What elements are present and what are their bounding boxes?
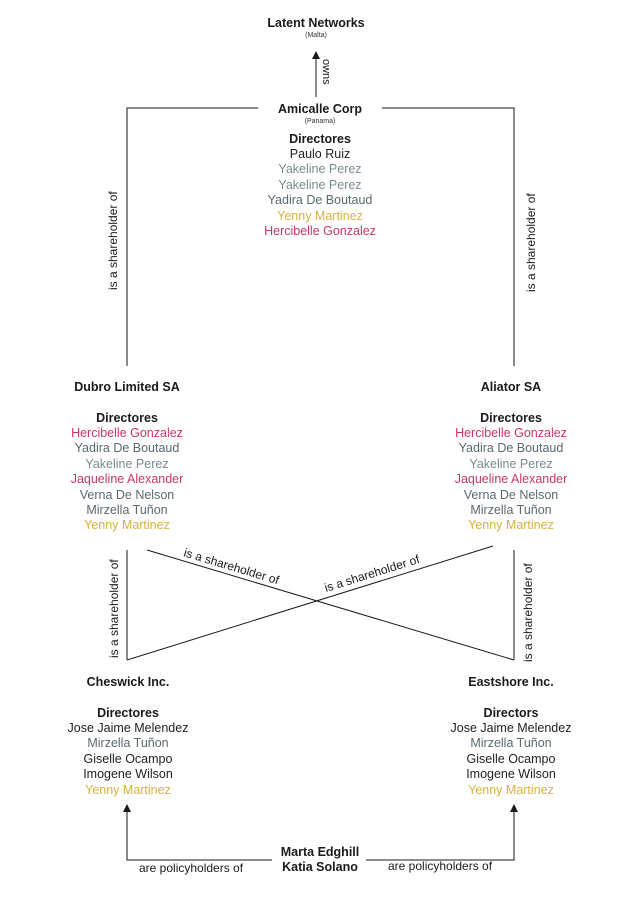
directors-heading: Directors: [483, 706, 539, 720]
director-name: Yadira De Boutaud: [74, 441, 180, 456]
director-name: Yadira De Boutaud: [267, 193, 373, 208]
director-name: Imogene Wilson: [83, 767, 173, 782]
director-name: Yenny Martinez: [277, 208, 363, 223]
policy-label-right: are policyholders of: [388, 859, 493, 873]
director-name: Jaqueline Alexander: [70, 472, 184, 487]
persons-group: Marta Edghill Katia Solano: [281, 845, 359, 875]
dubro-amicalle-edge: [126, 107, 268, 366]
directors-heading: Directores: [289, 132, 351, 146]
entity-name: Latent Networks: [267, 16, 365, 30]
entity-dubro-limited: Dubro Limited SA Directores Hercibelle G…: [71, 380, 184, 534]
director-name: Mirzella Tuñon: [86, 503, 168, 518]
director-name: Mirzella Tuñon: [470, 503, 552, 518]
person-name: Marta Edghill: [280, 845, 360, 859]
cheswick-shareholder-label: is a shareholder of: [107, 559, 121, 658]
director-name: Yadira De Boutaud: [458, 441, 564, 456]
director-name: Yakeline Perez: [278, 162, 362, 177]
directors-list: Hercibelle Gonzalez Yadira De Boutaud Yake…: [71, 426, 184, 534]
policy-arrow-eastshore: [366, 804, 518, 861]
director-name: Yakeline Perez: [85, 456, 169, 471]
director-name: Paulo Ruiz: [289, 147, 351, 161]
directors-heading: Directores: [480, 411, 542, 425]
director-name: Yenny Martinez: [468, 782, 554, 797]
director-name: Hercibelle Gonzalez: [455, 426, 567, 440]
entity-name: Dubro Limited SA: [74, 380, 180, 394]
aliator-shareholder-label: is a shareholder of: [524, 193, 538, 292]
director-name: Mirzella Tuñon: [470, 736, 552, 751]
policy-arrow-cheswick: [123, 804, 272, 861]
director-name: Giselle Ocampo: [83, 751, 173, 766]
director-name: Mirzella Tuñon: [87, 736, 169, 751]
entity-cheswick: Cheswick Inc. Directores Jose Jaime Mele…: [68, 675, 189, 798]
director-name: Yakeline Perez: [469, 456, 553, 471]
directors-list: Jose Jaime Melendez Mirzella Tuñon Giselle…: [451, 721, 572, 798]
cheswick-aliator-edge: [126, 545, 494, 661]
entity-jurisdiction: (Panama): [304, 118, 336, 125]
entity-aliator: Aliator SA Directores Hercibelle Gonzale…: [455, 380, 568, 534]
policy-label-left: are policyholders of: [139, 861, 244, 875]
director-name: Hercibelle Gonzalez: [264, 224, 376, 239]
director-name: Imogene Wilson: [466, 767, 556, 782]
aliator-amicalle-edge: [370, 107, 515, 366]
eastshore-dubro-edge: [146, 549, 515, 661]
person-name: Katia Solano: [282, 860, 358, 874]
entity-jurisdiction: (Malta): [305, 32, 327, 39]
director-name: Jose Jaime Melendez: [67, 721, 189, 735]
entity-name: Cheswick Inc.: [86, 675, 170, 689]
director-name: Yakeline Perez: [278, 177, 362, 192]
entity-amicalle-corp: Amicalle Corp (Panama) Directores Paulo …: [258, 102, 382, 240]
entity-name: Amicalle Corp: [277, 102, 363, 116]
directors-list: Jose Jaime Melendez Mirzella Tuñon Giselle…: [68, 721, 189, 798]
owns-label: owns: [320, 59, 332, 85]
directors-heading: Directores: [97, 706, 159, 720]
director-name: Jose Jaime Melendez: [450, 721, 572, 735]
dubro-shareholder-label: is a shareholder of: [106, 191, 120, 290]
eastshore-shareholder-label: is a shareholder of: [521, 563, 535, 662]
entity-name: Aliator SA: [480, 380, 542, 394]
director-name: Hercibelle Gonzalez: [71, 426, 183, 440]
entity-name: Eastshore Inc.: [468, 675, 554, 689]
directors-heading: Directores: [96, 411, 158, 425]
director-name: Yenny Martinez: [468, 518, 554, 533]
director-name: Verna De Nelson: [463, 487, 559, 502]
director-name: Yenny Martinez: [85, 782, 171, 797]
entity-latent-networks: Latent Networks (Malta): [267, 16, 364, 40]
director-name: Jaqueline Alexander: [454, 472, 568, 487]
cross-shareholder-label-1: is a shareholder of: [182, 545, 281, 587]
directors-list: Paulo Ruiz Yakeline Perez Yakeline Perez Ya…: [264, 147, 376, 239]
entity-eastshore: Eastshore Inc. Directors Jose Jaime Mele…: [451, 675, 572, 798]
director-name: Giselle Ocampo: [466, 751, 556, 766]
director-name: Verna De Nelson: [79, 487, 175, 502]
directors-list: Hercibelle Gonzalez Yadira De Boutaud Yake…: [455, 426, 568, 534]
cross-shareholder-label-2: is a shareholder of: [323, 552, 422, 595]
director-name: Yenny Martinez: [84, 518, 170, 533]
